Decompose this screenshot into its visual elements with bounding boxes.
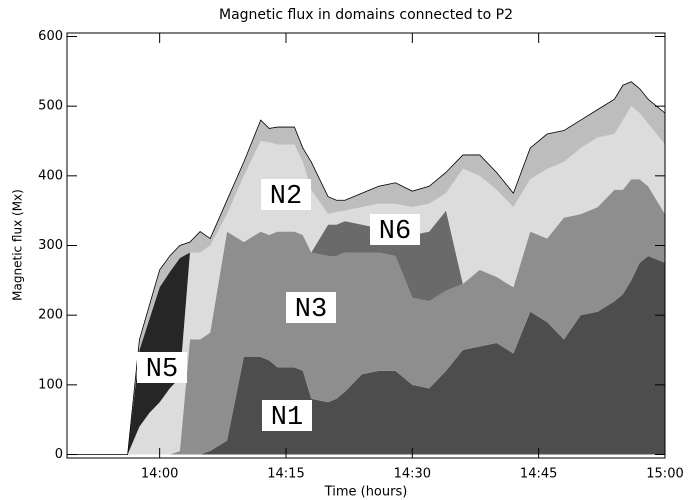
series-label-box bbox=[370, 214, 420, 245]
series-label: N2 bbox=[270, 182, 302, 212]
x-tick-label: 14:45 bbox=[520, 467, 557, 482]
y-tick-label: 200 bbox=[38, 308, 63, 323]
x-tick-label: 14:00 bbox=[141, 467, 178, 482]
area bbox=[67, 179, 665, 455]
series-label-box bbox=[286, 292, 336, 323]
series-label-box bbox=[262, 400, 312, 431]
y-tick-label: 600 bbox=[38, 29, 63, 44]
y-axis-label: Magnetic flux (Mx) bbox=[11, 189, 25, 301]
series-label: N1 bbox=[271, 403, 303, 433]
series-label-box bbox=[137, 352, 187, 383]
area bbox=[67, 81, 665, 455]
chart-title: Magnetic flux in domains connected to P2 bbox=[219, 7, 513, 23]
series-label: N6 bbox=[379, 217, 411, 247]
x-axis-label: Time (hours) bbox=[324, 485, 408, 500]
area bbox=[67, 106, 665, 455]
series-label: N5 bbox=[146, 355, 178, 385]
x-tick-label: 14:30 bbox=[394, 467, 431, 482]
y-tick-label: 300 bbox=[38, 238, 63, 253]
y-tick-label: 100 bbox=[38, 377, 63, 392]
x-tick-label: 14:15 bbox=[267, 467, 304, 482]
series-label: N3 bbox=[295, 295, 327, 325]
y-tick-label: 400 bbox=[38, 168, 63, 183]
series-label-box bbox=[261, 179, 311, 210]
y-tick-label: 0 bbox=[55, 447, 63, 462]
x-tick-label: 15:00 bbox=[646, 467, 683, 482]
area bbox=[67, 255, 665, 455]
total-outline bbox=[67, 81, 666, 455]
area bbox=[67, 179, 665, 455]
y-tick-label: 500 bbox=[38, 99, 63, 114]
area bbox=[67, 106, 665, 455]
